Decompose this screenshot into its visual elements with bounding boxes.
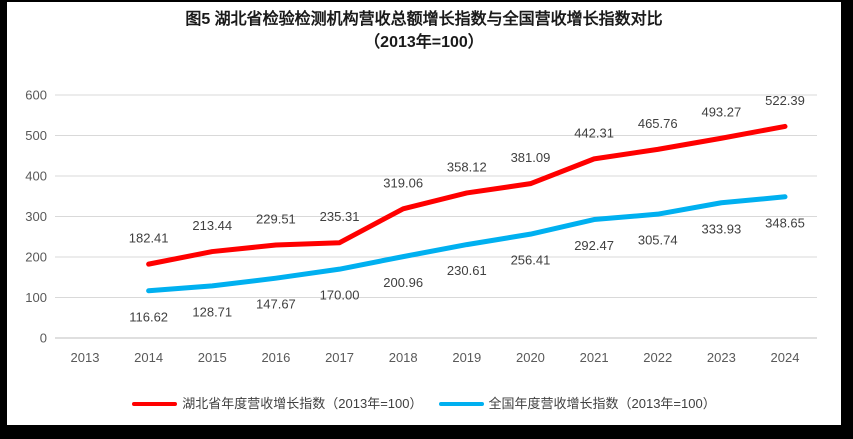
chart-title: 图5 湖北省检验检测机构营收总额增长指数与全国营收增长指数对比 <box>185 11 663 28</box>
series-data-labels-0: 182.41 213.44 229.51 235.31 319.06 358.12 381.… <box>129 93 805 246</box>
data-label: 522.39 <box>765 93 805 108</box>
data-label: 493.27 <box>701 105 741 120</box>
x-tick-label: 2020 <box>516 350 545 365</box>
data-label: 442.31 <box>574 125 614 140</box>
data-label: 200.96 <box>383 275 423 290</box>
data-label: 465.76 <box>638 116 678 131</box>
data-label: 182.41 <box>129 231 169 246</box>
x-tick-label: 2021 <box>580 350 609 365</box>
y-tick-label: 0 <box>40 331 47 346</box>
gridlines <box>55 94 817 339</box>
data-label: 333.93 <box>701 221 741 236</box>
data-label: 230.61 <box>447 263 487 278</box>
data-label: 381.09 <box>511 150 551 165</box>
legend-label-national: 全国年度营收增长指数（2013年=100） <box>488 396 716 411</box>
x-tick-label: 2018 <box>389 350 418 365</box>
x-tick-label: 2013 <box>71 350 100 365</box>
y-tick-label: 400 <box>25 169 47 184</box>
legend-label-hubei: 湖北省年度营收增长指数（2013年=100） <box>182 396 423 411</box>
data-label: 235.31 <box>320 209 360 224</box>
x-axis-tick-labels: 2013 2014 2015 2016 2017 2018 2019 2020 2021 2022… <box>71 350 800 365</box>
hubei-series-swatch-icon <box>132 402 178 406</box>
x-tick-label: 2022 <box>643 350 672 365</box>
x-tick-label: 2023 <box>707 350 736 365</box>
data-label: 116.62 <box>129 309 168 324</box>
chart-legend: 湖北省年度营收增长指数（2013年=100） 全国年度营收增长指数（2013年=… <box>7 396 841 412</box>
legend-item-hubei: 湖北省年度营收增长指数（2013年=100） <box>132 396 423 412</box>
series-data-labels-1: 116.62 128.71 147.67 170.00 200.96 230.61 256.… <box>129 215 805 324</box>
data-label: 256.41 <box>511 253 551 268</box>
y-tick-label: 200 <box>25 250 47 265</box>
data-label: 319.06 <box>383 175 423 190</box>
data-label: 358.12 <box>447 159 487 174</box>
chart-subtitle: （2013年=100） <box>364 34 484 51</box>
x-tick-label: 2015 <box>198 350 227 365</box>
series-line-0 <box>146 123 788 267</box>
data-label: 170.00 <box>320 288 360 303</box>
data-label: 213.44 <box>192 218 232 233</box>
data-label: 147.67 <box>256 297 296 312</box>
x-tick-label: 2019 <box>452 350 481 365</box>
data-label: 292.47 <box>574 238 614 253</box>
x-tick-label: 2017 <box>325 350 354 365</box>
y-tick-label: 600 <box>25 88 47 103</box>
chart-title-block: 图5 湖北省检验检测机构营收总额增长指数与全国营收增长指数对比 （2013年=1… <box>7 8 841 54</box>
legend-item-national: 全国年度营收增长指数（2013年=100） <box>438 396 716 412</box>
y-tick-label: 500 <box>25 128 47 143</box>
series-line-1 <box>146 194 788 294</box>
data-label: 348.65 <box>765 215 805 230</box>
data-label: 229.51 <box>256 212 296 227</box>
x-tick-label: 2024 <box>771 350 800 365</box>
y-tick-label: 100 <box>25 290 47 305</box>
national-series-swatch-icon <box>438 402 484 406</box>
data-label: 128.71 <box>192 304 232 319</box>
data-label: 305.74 <box>638 233 678 248</box>
y-axis-tick-labels: 0 100 200 300 400 500 600 <box>25 88 47 346</box>
x-tick-label: 2016 <box>261 350 290 365</box>
y-tick-label: 300 <box>25 209 47 224</box>
x-tick-label: 2014 <box>134 350 163 365</box>
